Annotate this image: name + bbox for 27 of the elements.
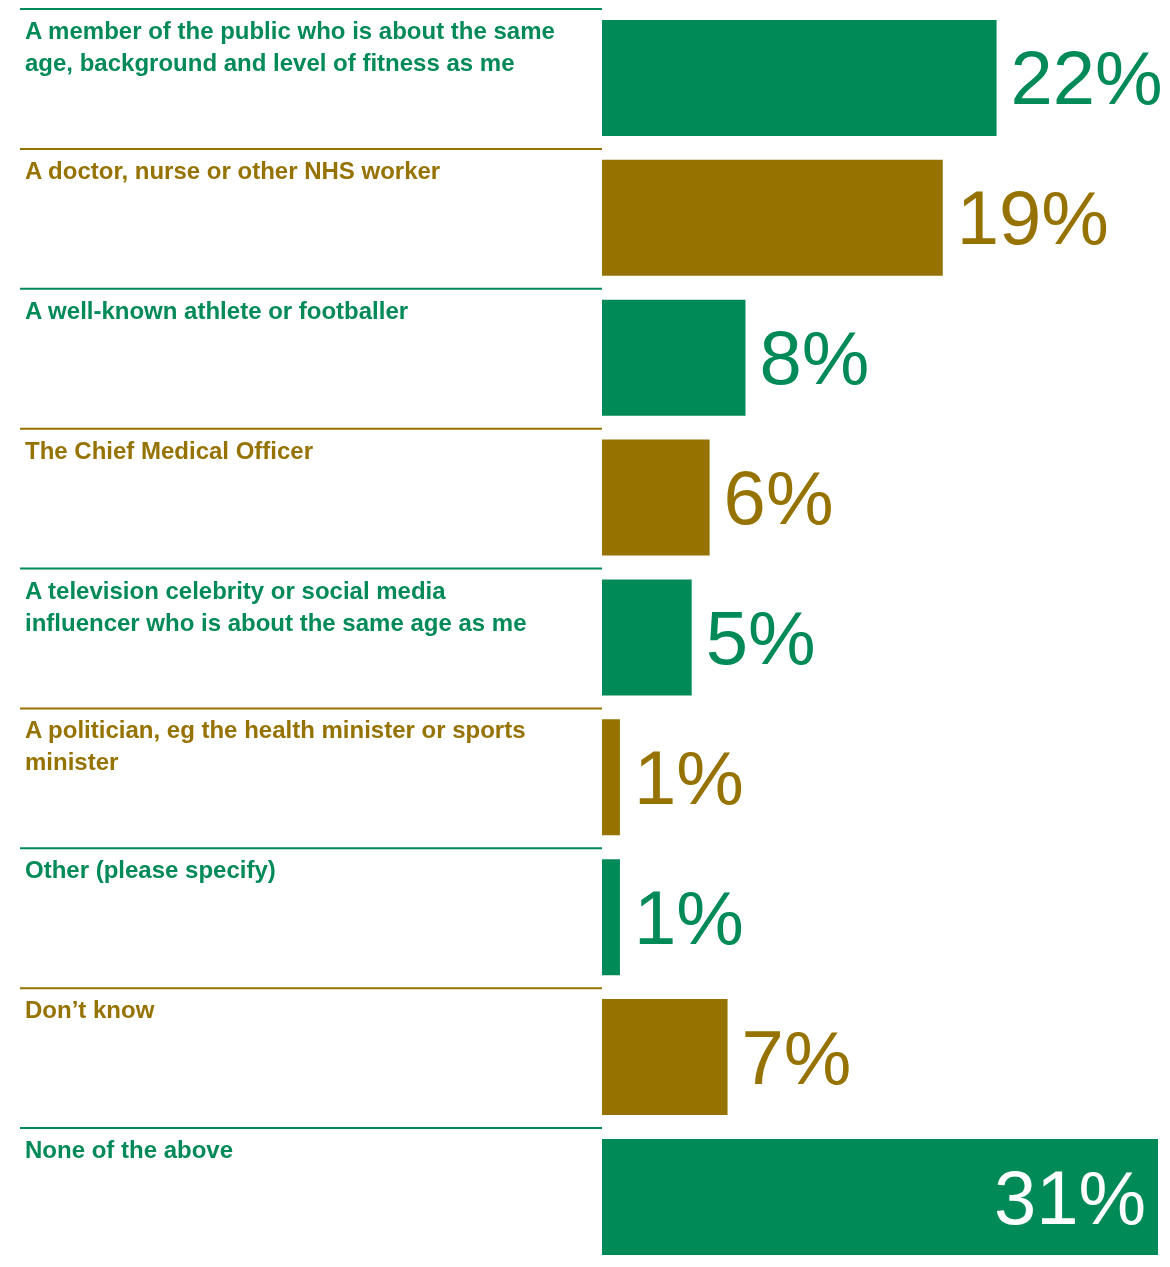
bar [602,859,620,976]
y-tick-label: None of the above [25,1135,235,1166]
bar [602,439,710,556]
bar [602,299,746,416]
bar [602,1139,1158,1255]
bar [602,19,997,136]
data-label: 19% [956,175,1109,261]
bar [602,999,728,1116]
y-tick-label: A member of the public who is about the same age, background and level of fitness as me [25,16,555,78]
bar [602,719,620,836]
y-tick-label: A well-known athlete or footballer [25,295,410,326]
y-tick-label: A television celebrity or social media influencer who is about the same age as me [25,575,528,638]
y-tick-label: Other (please specify) [25,855,277,886]
data-label: 1% [633,874,744,960]
y-tick-label: Don’t know [25,995,156,1026]
y-tick-label: The Chief Medical Officer [25,435,315,466]
data-label: 1% [633,734,744,820]
data-label: 6% [723,455,834,541]
data-label: 5% [705,595,816,681]
y-tick-label: A doctor, nurse or other NHS worker [25,155,442,186]
data-label: 22% [1010,35,1163,121]
data-label: 8% [759,315,870,401]
y-tick-label: A politician, eg the health minister or sports minister [25,715,527,778]
bar [602,159,943,276]
data-label: 31% [993,1154,1146,1240]
bar [602,579,692,696]
data-label: 7% [741,1014,852,1100]
